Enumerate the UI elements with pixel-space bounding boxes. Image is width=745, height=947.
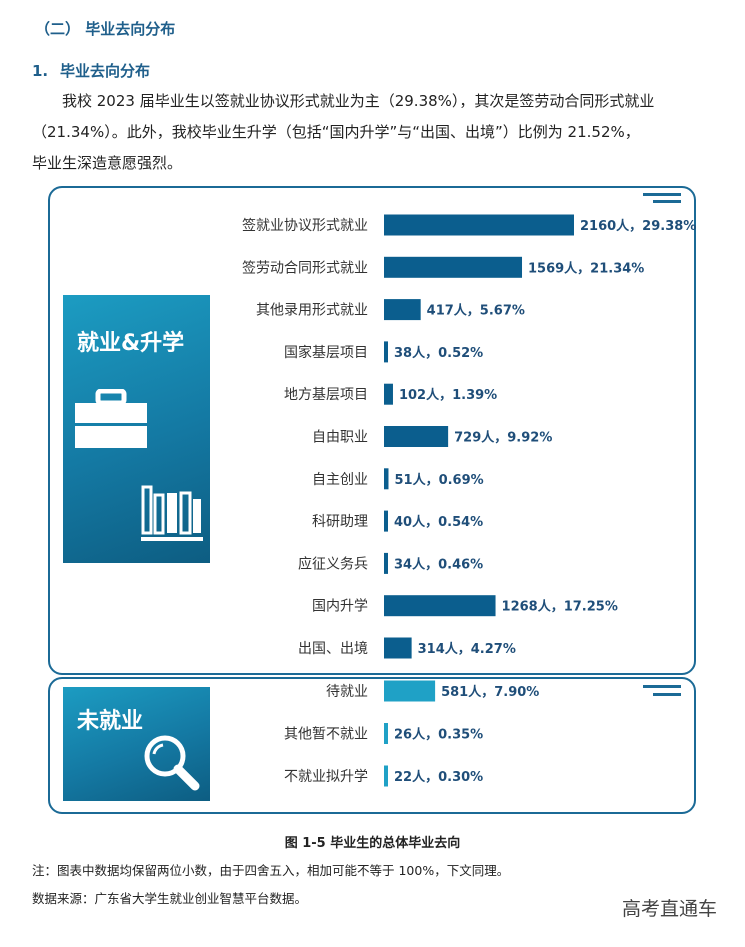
- value-label: 22人，0.30%: [394, 769, 483, 785]
- bar: [384, 468, 389, 490]
- panel-deco-top: [643, 193, 681, 209]
- bar: [384, 637, 412, 659]
- category-label: 地方基层项目: [284, 386, 368, 403]
- category-label: 出国、出境: [298, 641, 368, 657]
- value-label: 581人，7.90%: [441, 684, 539, 700]
- value-label: 38人，0.52%: [394, 345, 483, 361]
- value-label: 1268人，17.25%: [502, 599, 618, 615]
- briefcase-icon: [75, 389, 147, 448]
- watermark: 高考直通车: [621, 898, 717, 920]
- magnifier-icon: [144, 735, 200, 791]
- value-label: 26人，0.35%: [394, 727, 483, 743]
- unemployed-side-label: 未就业: [77, 709, 144, 734]
- category-label: 待就业: [326, 684, 368, 700]
- value-label: 51人，0.69%: [394, 472, 483, 488]
- section-title: （二） 毕业去向分布: [35, 20, 176, 38]
- employment-panel: [48, 186, 696, 675]
- note-source: 数据来源：广东省大学生就业创业智慧平台数据。: [32, 891, 308, 906]
- panel-deco-bottom: [643, 685, 681, 701]
- bar: [384, 256, 523, 278]
- sub-title-label: 毕业去向分布: [60, 62, 151, 80]
- intro-paragraph: 我校 2023 届毕业生以签就业协议形式就业为主（29.38%），其次是签劳动合…: [32, 86, 722, 179]
- unemployed-side-block: 未就业: [63, 687, 210, 801]
- bar: [384, 723, 388, 744]
- paragraph-line-1: 我校 2023 届毕业生以签就业协议形式就业为主（29.38%），其次是签劳动合…: [62, 92, 655, 110]
- sub-title: 1. 毕业去向分布: [32, 60, 150, 81]
- category-label: 国家基层项目: [284, 344, 368, 361]
- figure-caption: 图 1-5 毕业生的总体毕业去向: [284, 836, 461, 851]
- employment-side-block: 就业&升学: [63, 295, 210, 563]
- paragraph-line-3: 毕业生深造意愿强烈。: [32, 154, 183, 172]
- bar: [384, 214, 574, 236]
- bar: [384, 595, 496, 617]
- category-label: 其他录用形式就业: [256, 303, 368, 319]
- bar: [384, 426, 449, 447]
- bar: [384, 680, 436, 702]
- paragraph-line-2: （21.34%）。此外，我校毕业生升学（包括“国内升学”与“出国、出境”）比例为…: [32, 123, 640, 141]
- bar: [384, 299, 421, 321]
- value-label: 417人，5.67%: [427, 303, 525, 319]
- value-label: 2160人，29.38%: [580, 218, 696, 234]
- bar: [384, 765, 388, 787]
- bar: [384, 552, 388, 574]
- value-label: 1569人，21.34%: [528, 260, 644, 276]
- value-label: 314人，4.27%: [418, 641, 516, 657]
- category-label: 签就业协议形式就业: [242, 217, 368, 234]
- category-label: 自由职业: [312, 430, 368, 446]
- sub-title-number: 1.: [32, 62, 49, 80]
- value-label: 40人，0.54%: [394, 514, 483, 530]
- bar: [384, 341, 388, 363]
- bar: [384, 510, 388, 532]
- bar: [384, 383, 393, 405]
- category-label: 应征义务兵: [298, 555, 368, 572]
- category-label: 科研助理: [312, 514, 368, 530]
- category-label: 国内升学: [312, 599, 368, 615]
- value-label: 102人，1.39%: [399, 387, 497, 403]
- category-label: 其他暂不就业: [284, 727, 368, 743]
- category-label: 签劳动合同形式就业: [242, 259, 368, 276]
- books-icon: [141, 485, 203, 541]
- employment-side-label: 就业&升学: [77, 331, 185, 356]
- category-label: 自主创业: [312, 472, 368, 488]
- value-label: 729人，9.92%: [454, 430, 552, 446]
- category-label: 不就业拟升学: [284, 769, 368, 785]
- note-rounding: 注：图表中数据均保留两位小数，由于四舍五入，相加可能不等于 100%，下文同理。: [32, 863, 510, 878]
- value-label: 34人，0.46%: [394, 556, 483, 572]
